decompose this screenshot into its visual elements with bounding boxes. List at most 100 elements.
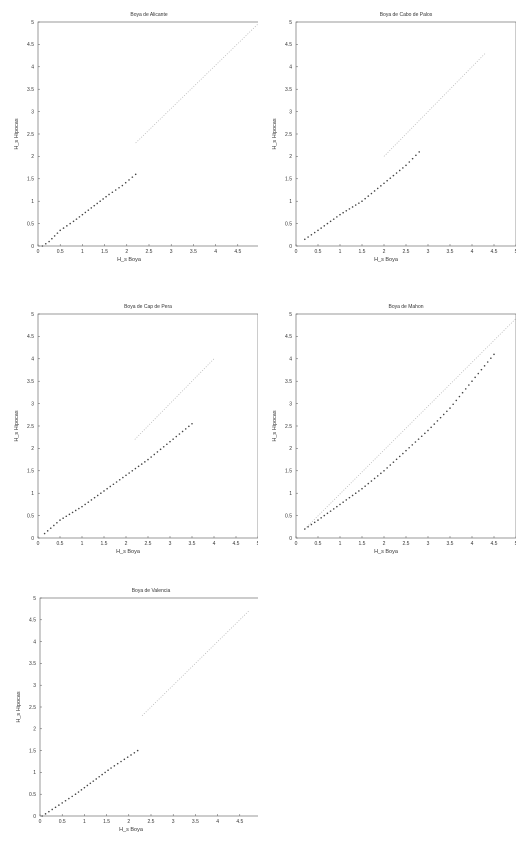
data-point [461,391,464,394]
x-tick-label: 1.5 [359,541,366,547]
chart-title: Boya de Alicante [130,12,167,18]
data-point [405,449,407,452]
data-point [358,202,360,204]
data-point [446,410,448,413]
data-point [123,758,126,761]
data-point [430,426,432,429]
y-tick-label: 3.5 [29,661,36,667]
x-tick-label: 4.5 [233,541,240,547]
data-point [134,173,137,176]
data-point [59,519,61,521]
y-tick-label: 5 [33,596,36,602]
data-point [342,501,344,503]
x-tick-label: 5 [257,541,258,547]
data-point [58,804,60,806]
data-point [477,372,480,375]
data-point [78,507,80,510]
data-point [433,423,436,425]
y-tick-label: 3.5 [285,379,292,385]
data-point [133,751,136,754]
y-tick-label: 3.5 [27,87,34,93]
chart-svg-3: Boya de Mahon 0 0.5 1 1.5 2 2.5 3 3.5 4 4.5 5 0 0.5 1 1… [272,304,516,555]
data-point [102,198,104,200]
data-point [418,151,420,153]
data-point [424,432,426,435]
chart-panel-4: Boya de Valencia 0 0.5 1 1.5 2 2.5 3 3.5 4 4.5 5 0 0.… [0,576,258,848]
y-tick-label: 2 [289,154,292,160]
data-point [408,446,410,449]
data-point [166,443,168,446]
data-point [348,496,351,499]
y-tick-label: 1 [31,199,34,205]
data-point [109,485,112,488]
x-tick-label: 3 [169,541,172,547]
data-point [329,220,332,223]
data-point [342,211,344,214]
x-tick-label: 3 [427,249,430,255]
data-point [402,167,404,169]
data-point [439,416,442,419]
x-tick-label: 0 [37,541,40,547]
reference-line [304,318,516,530]
data-point [104,771,106,774]
data-point [61,802,63,804]
data-point [74,793,77,795]
data-point [131,176,134,178]
data-point [304,238,306,241]
data-point [150,456,152,458]
y-tick-label: 3 [31,109,34,115]
data-point [72,220,75,223]
data-point [59,229,61,232]
data-point [43,532,46,535]
data-point [68,513,71,516]
data-point [339,213,341,216]
y-tick-label: 2.5 [29,705,36,711]
x-tick-label: 3.5 [189,541,196,547]
data-point [90,207,93,209]
data-point [78,216,81,218]
x-tick-label: 0 [295,249,298,255]
data-point [395,172,398,174]
data-point [307,526,309,528]
x-tick-label: 2.5 [403,541,410,547]
y-tick-label: 3.5 [285,87,292,93]
y-tick-label: 4 [31,65,34,71]
data-point [156,451,159,453]
data-point [96,494,99,497]
x-tick-label: 1 [339,249,342,255]
x-tick-label: 4.5 [236,819,243,825]
data-point [326,512,329,515]
data-point [56,521,58,524]
data-point [65,515,68,518]
data-point [367,482,370,485]
data-point [373,190,376,192]
data-point [169,440,171,443]
x-tick-label: 3 [427,541,430,547]
data-point [53,235,56,237]
data-point [62,517,64,519]
data-point [389,177,392,179]
y-tick-label: 4 [289,65,292,71]
reference-line [383,53,486,157]
plot-frame [39,597,258,817]
x-tick-label: 2 [125,249,128,255]
x-tick-label: 1.5 [359,249,366,255]
x-tick-label: 2 [383,541,386,547]
data-point [336,505,338,508]
chart-svg-1: Boya de Cabo de Palos 0 0.5 1 1.5 2 2.5 3 3.5 4 4.… [272,12,516,263]
data-point [46,530,49,532]
y-tick-label: 3 [33,683,36,689]
data-point [367,195,370,197]
data-point [103,490,105,492]
x-tick-label: 0.5 [315,541,322,547]
x-tick-label: 4 [216,819,219,825]
data-point [317,229,319,232]
data-point [93,496,96,499]
y-tick-label: 2 [33,727,36,733]
data-point [84,503,86,506]
data-point [354,204,357,206]
x-tick-label: 3.5 [192,819,199,825]
chart-title: Boya de Mahon [388,304,423,310]
data-point [408,161,411,163]
data-point [131,470,134,472]
